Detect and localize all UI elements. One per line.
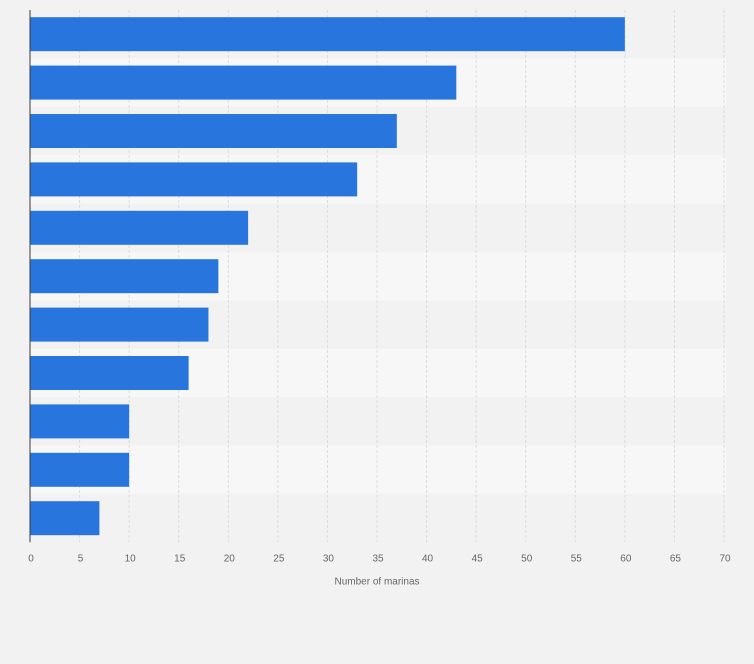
x-tick-label: 70 — [719, 553, 731, 564]
x-tick-label: 35 — [372, 553, 384, 564]
x-tick-label: 65 — [670, 553, 682, 564]
bar[interactable] — [30, 307, 209, 342]
x-tick-label: 60 — [620, 553, 632, 564]
x-axis-label: Number of marinas — [334, 576, 419, 587]
bar[interactable] — [30, 259, 219, 294]
x-tick-label: 15 — [174, 553, 186, 564]
x-tick-label: 40 — [422, 553, 434, 564]
bar[interactable] — [30, 356, 189, 390]
bar[interactable] — [30, 114, 397, 148]
bar[interactable] — [30, 17, 625, 52]
x-tick-label: 25 — [273, 553, 285, 564]
x-tick-label: 45 — [472, 553, 484, 564]
row-band — [30, 397, 726, 446]
bar[interactable] — [30, 210, 249, 245]
x-tick-labels: 0 5 10 15 20 25 30 35 40 45 50 55 60 65 70 — [28, 553, 731, 564]
bar[interactable] — [30, 65, 457, 100]
x-tick-label: 30 — [323, 553, 335, 564]
bar[interactable] — [30, 452, 130, 487]
row-band — [30, 494, 726, 543]
bars — [30, 17, 625, 536]
x-tick-label: 5 — [78, 553, 84, 564]
bar[interactable] — [30, 501, 100, 536]
x-tick-label: 50 — [521, 553, 533, 564]
row-band — [30, 445, 726, 494]
bar[interactable] — [30, 162, 358, 197]
x-tick-label: 0 — [28, 553, 34, 564]
x-tick-label: 10 — [125, 553, 137, 564]
x-tick-label: 55 — [571, 553, 583, 564]
x-tick-label: 20 — [224, 553, 236, 564]
bar[interactable] — [30, 404, 130, 439]
